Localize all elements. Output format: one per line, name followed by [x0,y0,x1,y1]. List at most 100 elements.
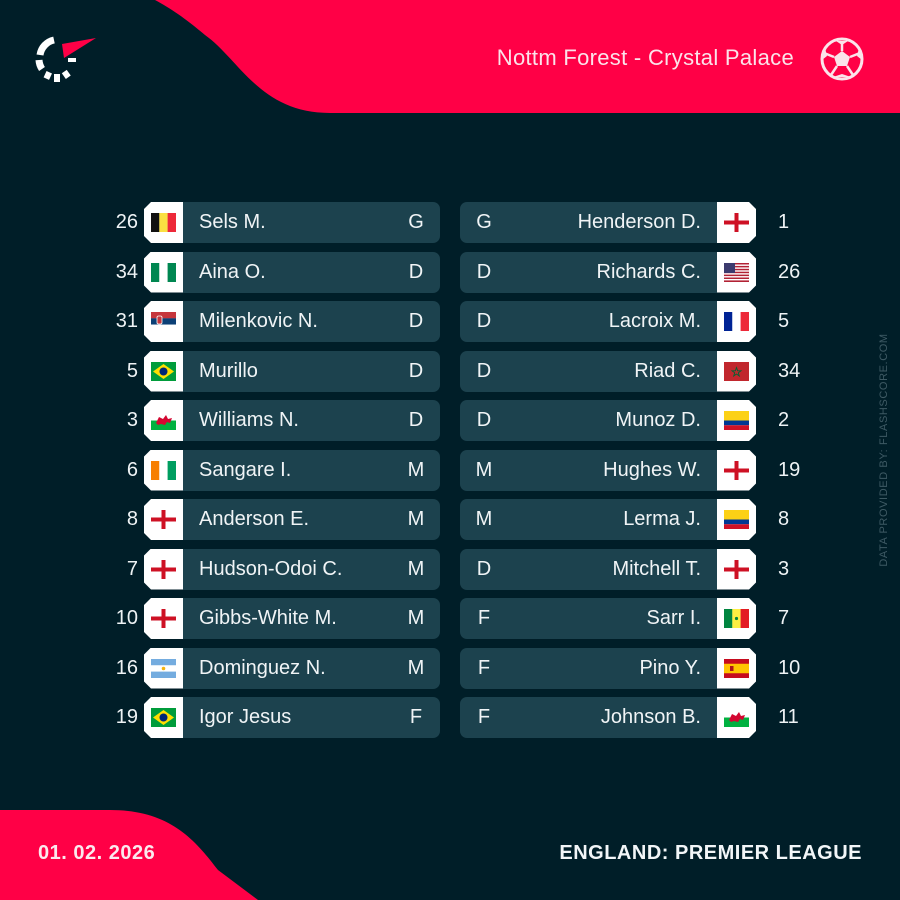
player-name: Anderson E. [199,508,310,530]
argentina-flag-icon [151,659,176,678]
player-name: Mitchell T. [612,557,701,580]
player-name: Sels M. [199,211,266,233]
england-flag-icon [151,560,176,579]
player-position: D [476,310,492,332]
player-position: F [477,706,491,728]
shirt-number: 7 [778,607,790,629]
player-name: Williams N. [199,409,299,431]
shirt-number: 5 [126,359,138,382]
morocco-flag-icon [724,362,749,381]
player-position: M [407,508,425,530]
player-row[interactable]: 26 Richards C. D [460,251,800,293]
brazil-flag-icon [151,362,176,381]
player-row[interactable]: 3 Williams N. D [127,400,440,441]
player-row[interactable]: 5 Murillo D [127,350,440,392]
flag-box [717,549,756,590]
player-bar: Anderson E. M [183,499,440,540]
player-row[interactable]: 7 Hudson-Odoi C. M [127,548,440,590]
player-row[interactable]: 34 Riad C. D [460,350,800,392]
player-position: G [408,211,424,233]
shirt-number: 3 [778,557,790,580]
flag-box [144,301,183,342]
senegal-flag-icon [724,609,749,628]
player-row[interactable]: 5 Lacroix M. D [460,301,789,342]
flag-box [144,202,183,243]
player-name: Hudson-Odoi C. [199,557,343,580]
player-row[interactable]: 8 Lerma J. M [460,499,789,540]
wales-flag-icon [724,708,749,727]
league-name: ENGLAND: PREMIER LEAGUE [559,842,862,864]
flag-box [144,351,183,392]
match-title: Nottm Forest - Crystal Palace [496,45,794,70]
player-position: M [407,557,425,580]
player-position: D [408,310,424,332]
player-bar: Hudson-Odoi C. M [183,548,440,590]
player-row[interactable]: 8 Anderson E. M [127,499,440,540]
spain-flag-icon [724,659,749,678]
flag-box [717,301,756,342]
serbia-flag-icon [151,312,176,331]
player-row[interactable]: 19 Hughes W. M [460,449,800,491]
player-position: M [475,458,493,481]
player-position: D [476,409,492,431]
player-row[interactable]: 2 Munoz D. D [460,400,789,441]
player-row[interactable]: 7 Sarr I. F [460,598,789,639]
player-row[interactable]: 3 Mitchell T. D [460,548,789,590]
player-position: F [477,656,491,679]
player-position: D [408,260,424,283]
england-flag-icon [724,560,749,579]
match-date: 01. 02. 2026 [38,842,156,864]
player-bar: Sels M. G [183,202,440,243]
england-flag-icon [724,461,749,480]
flashscore-logo-icon [35,36,96,82]
player-bar: Aina O. D [183,251,440,293]
player-row[interactable]: 10 Gibbs-White M. M [116,598,440,639]
soccer-ball-icon [820,37,864,81]
player-name: Munoz D. [615,409,701,431]
france-flag-icon [724,312,749,331]
player-name: Henderson D. [577,211,701,233]
shirt-number: 10 [778,656,801,679]
wales-flag-icon [151,411,176,430]
player-row[interactable]: 6 Sangare I. M [127,449,440,491]
player-position: F [477,607,491,629]
player-name: Igor Jesus [199,706,292,728]
shirt-number: 31 [115,310,138,332]
player-bar: Williams N. D [183,400,440,441]
header-red-shape [155,0,900,113]
player-bar: Johnson B. F [460,697,717,738]
player-bar: Igor Jesus F [183,697,440,738]
player-bar: Murillo D [183,350,440,392]
player-row[interactable]: 1 Henderson D. G [460,202,789,243]
player-name: Aina O. [199,260,266,283]
player-row[interactable]: 26 Sels M. G [116,202,440,243]
shirt-number: 10 [115,607,138,629]
player-name: Lerma J. [623,508,701,530]
player-position: D [476,557,492,580]
player-position: D [408,409,424,431]
player-bar: Lerma J. M [460,499,717,540]
shirt-number: 16 [115,656,138,679]
england-flag-icon [151,510,176,529]
player-row[interactable]: 16 Dominguez N. M [116,647,440,689]
player-position: M [407,607,425,629]
flag-box [144,400,183,441]
player-row[interactable]: 31 Milenkovic N. D [116,301,440,342]
player-bar: Richards C. D [460,251,717,293]
player-row[interactable]: 11 Johnson B. F [460,697,799,738]
player-position: M [407,656,425,679]
player-name: Riad C. [634,359,701,382]
player-position: D [476,359,492,382]
player-name: Gibbs-White M. [199,607,337,629]
flag-box [144,252,183,293]
shirt-number: 2 [778,409,790,431]
player-position: M [407,458,425,481]
player-row[interactable]: 34 Aina O. D [116,251,440,293]
player-position: D [476,260,492,283]
colombia-flag-icon [724,411,749,430]
shirt-number: 34 [778,359,801,382]
player-bar: Dominguez N. M [183,647,440,689]
player-row[interactable]: 10 Pino Y. F [460,647,800,689]
shirt-number: 8 [778,508,790,530]
player-row[interactable]: 19 Igor Jesus F [116,697,440,738]
